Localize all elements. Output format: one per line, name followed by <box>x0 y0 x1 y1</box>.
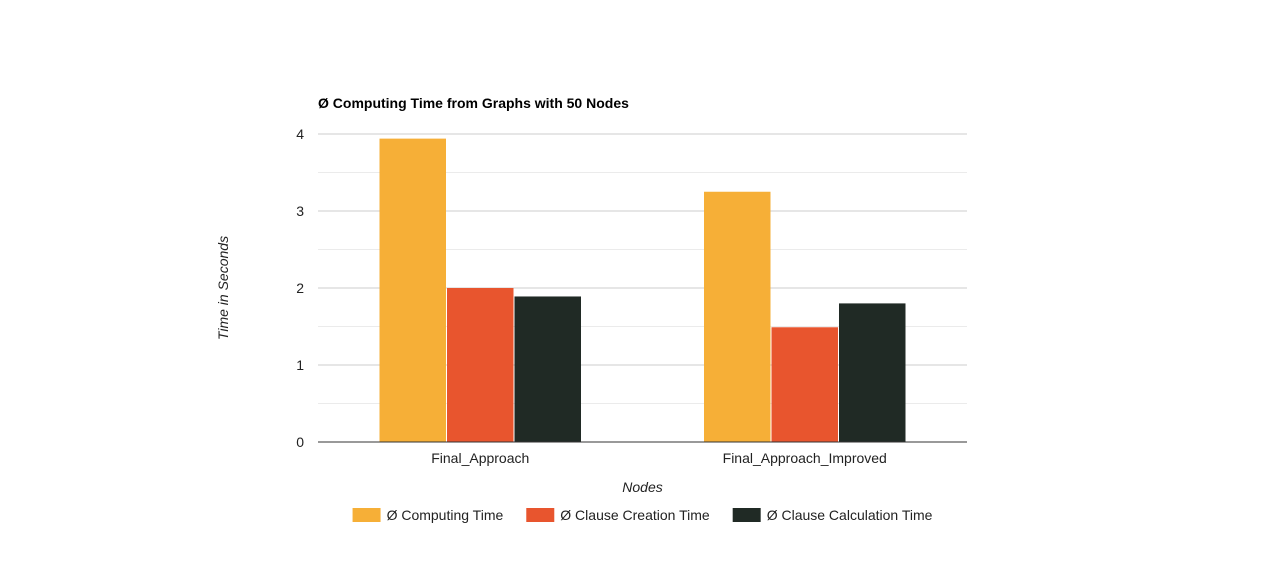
bar <box>771 327 838 442</box>
y-tick-label: 0 <box>296 434 304 450</box>
chart-title: Ø Computing Time from Graphs with 50 Nod… <box>318 95 629 111</box>
bar <box>514 296 581 442</box>
legend-label: Ø Clause Calculation Time <box>767 507 933 523</box>
bars <box>379 138 906 442</box>
bar <box>704 191 771 442</box>
y-tick-label: 3 <box>296 203 304 219</box>
y-axis-ticks: 0 1 2 3 4 <box>296 126 304 450</box>
legend-label: Ø Computing Time <box>387 507 504 523</box>
x-axis-label: Nodes <box>622 479 662 495</box>
legend-swatch <box>732 508 761 522</box>
bar <box>379 138 446 442</box>
x-axis-ticks: Final_Approach Final_Approach_Improved <box>431 450 887 466</box>
y-tick-label: 4 <box>296 126 304 142</box>
legend-label: Ø Clause Creation Time <box>560 507 710 523</box>
legend-swatch <box>526 508 555 522</box>
y-tick-label: 2 <box>296 280 304 296</box>
legend: Ø Computing Time Ø Clause Creation Time Ø … <box>352 507 933 523</box>
bar <box>839 303 906 442</box>
legend-swatch <box>352 508 381 522</box>
x-tick-label: Final_Approach <box>431 450 529 466</box>
y-tick-label: 1 <box>296 357 304 373</box>
x-tick-label: Final_Approach_Improved <box>723 450 887 466</box>
y-axis-label: Time in Seconds <box>215 236 231 340</box>
bar <box>447 288 514 442</box>
